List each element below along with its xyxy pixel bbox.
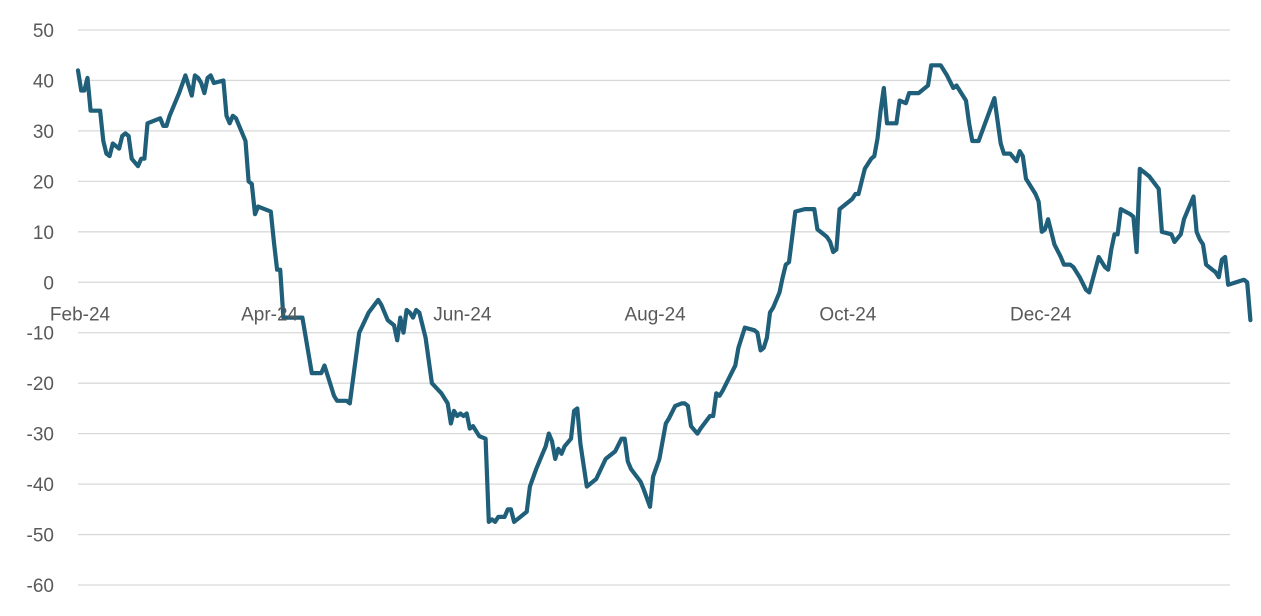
y-tick-label: -20 — [27, 374, 54, 395]
series-layer — [75, 63, 1253, 524]
y-tick-label: -10 — [27, 324, 54, 345]
x-tick-label: Aug-24 — [624, 304, 686, 325]
y-tick-label: 40 — [33, 71, 54, 92]
series-line-0 — [75, 63, 1253, 524]
y-tick-label: -30 — [27, 425, 54, 446]
gridlines — [78, 29, 1230, 586]
x-tick-label: Jun-24 — [433, 304, 492, 325]
x-tick-label: Feb-24 — [50, 304, 111, 325]
x-tick-label: Oct-24 — [819, 304, 876, 325]
y-tick-label: 10 — [33, 223, 54, 244]
y-tick-label: 0 — [43, 273, 54, 294]
y-tick-label: -60 — [27, 576, 54, 597]
y-tick-label: 20 — [33, 172, 54, 193]
y-tick-label: 30 — [33, 122, 54, 143]
y-axis-tick-labels: 50 40 30 20 10 0 -10 -20 -30 -40 -50 -60 — [27, 21, 54, 597]
x-axis-tick-labels: Feb-24 Apr-24 Jun-24 Aug-24 Oct-24 Dec-24 — [50, 304, 1072, 325]
y-tick-label: -50 — [27, 526, 54, 547]
y-tick-label: -40 — [27, 475, 54, 496]
x-tick-label: Dec-24 — [1010, 304, 1072, 325]
x-tick-label: Apr-24 — [241, 304, 298, 325]
y-tick-label: 50 — [33, 21, 54, 42]
